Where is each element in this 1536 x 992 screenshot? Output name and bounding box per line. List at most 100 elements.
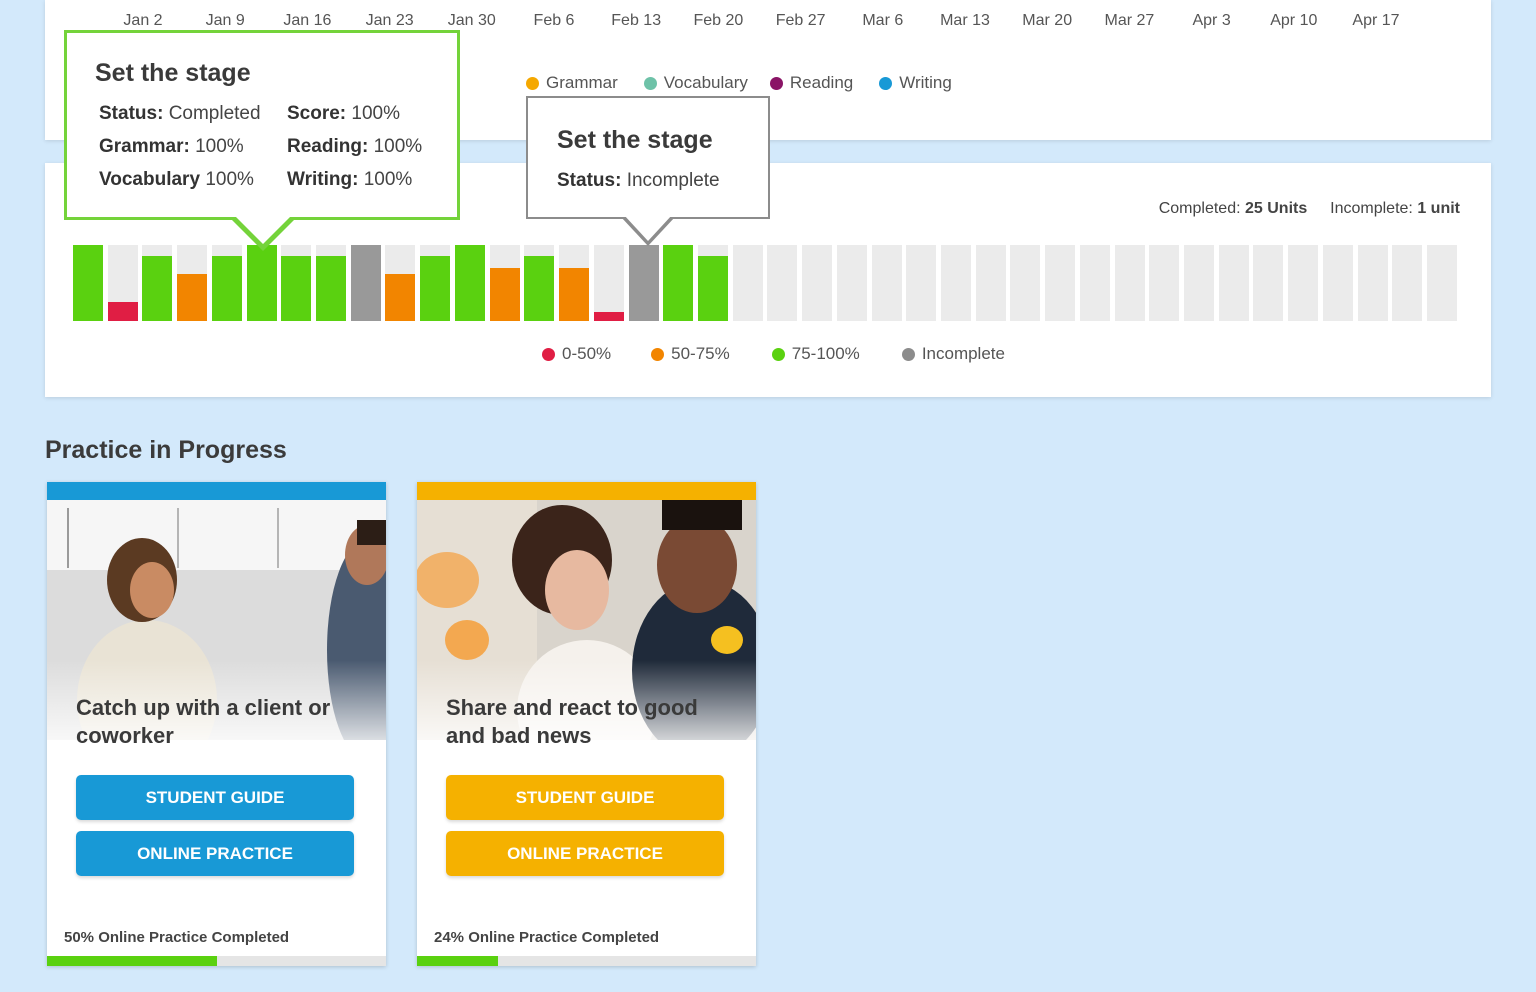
unit-bar-fill	[316, 255, 347, 321]
unit-bar-fill	[211, 255, 242, 321]
unit-bar-fill	[663, 245, 694, 321]
unit-bar[interactable]	[906, 245, 937, 321]
unit-bar[interactable]	[107, 245, 138, 321]
unit-bar[interactable]	[454, 245, 485, 321]
unit-bar[interactable]	[802, 245, 833, 321]
high-score-legend-dot	[771, 347, 785, 361]
unit-bar[interactable]	[941, 245, 971, 321]
unit-tooltip-completed: Set the stage Status: Completed Score: 1…	[64, 30, 460, 220]
unit-bar[interactable]	[628, 245, 659, 321]
unit-bar[interactable]	[1427, 245, 1458, 321]
completed-label: Completed:	[1158, 200, 1241, 217]
grammar-legend-dot	[526, 76, 539, 90]
writing-legend-label: Writing	[899, 73, 952, 92]
unit-bar[interactable]	[1184, 245, 1215, 321]
timeline-date: Jan 23	[365, 12, 414, 29]
mid-score-legend-dot	[651, 347, 665, 361]
unit-bar-fill	[628, 245, 659, 321]
unit-bar-fill	[281, 255, 312, 321]
unit-bar-fill	[350, 245, 381, 321]
progress-bar-fill	[417, 956, 499, 966]
low-score-legend-label: 0-50%	[562, 344, 612, 363]
unit-bar[interactable]	[975, 245, 1006, 321]
student-guide-button[interactable]: STUDENT GUIDE	[76, 775, 354, 820]
unit-bar[interactable]	[593, 245, 624, 321]
unit-bar[interactable]	[211, 245, 242, 321]
unit-bar[interactable]	[1045, 245, 1076, 321]
unit-bar[interactable]	[420, 245, 451, 321]
unit-bar[interactable]	[697, 245, 728, 321]
incomplete-label: Incomplete:	[1330, 200, 1413, 217]
unit-bar[interactable]	[559, 245, 590, 321]
timeline-date: Jan 16	[283, 12, 332, 29]
unit-bar[interactable]	[767, 245, 798, 321]
unit-bar[interactable]	[871, 245, 902, 321]
unit-bar-fill	[454, 245, 485, 321]
incomplete-legend-dot	[901, 347, 915, 361]
writing-legend-dot	[879, 76, 893, 90]
timeline-date: Mar 20	[1022, 12, 1073, 29]
timeline-date: Jan 30	[447, 12, 496, 29]
timeline-date: Feb 27	[775, 12, 826, 29]
tooltip-status: Status: Incomplete	[557, 170, 720, 191]
card-title: Catch up with a client or coworker	[76, 695, 331, 748]
progress-text: 50% Online Practice Completed	[64, 929, 290, 946]
unit-bar[interactable]	[1288, 245, 1319, 321]
unit-bar[interactable]	[385, 245, 416, 321]
unit-bar[interactable]	[524, 245, 555, 321]
high-score-legend-label: 75-100%	[791, 344, 860, 363]
progress-bar	[417, 956, 756, 966]
unit-bar[interactable]	[350, 245, 381, 321]
units-summary: Completed: 25 Units Incomplete: 1 unit	[1159, 200, 1460, 218]
unit-bar[interactable]	[836, 245, 867, 321]
unit-bar[interactable]	[316, 245, 347, 321]
tooltip-pointer-inner	[624, 215, 672, 241]
unit-bar[interactable]	[73, 245, 103, 321]
unit-bar[interactable]	[246, 245, 277, 321]
online-practice-button[interactable]: ONLINE PRACTICE	[446, 831, 724, 876]
unit-bar-fill	[73, 245, 103, 321]
tooltip-title: Set the stage	[557, 126, 713, 154]
unit-bar[interactable]	[281, 245, 312, 321]
unit-bar[interactable]	[732, 245, 763, 321]
timeline-date: Jan 2	[123, 12, 163, 29]
vocabulary-legend-dot	[643, 76, 657, 90]
section-title: Practice in Progress	[45, 436, 287, 464]
grammar-legend-label: Grammar	[546, 73, 618, 92]
progress-bar	[47, 956, 386, 966]
unit-bar[interactable]	[1010, 245, 1041, 321]
tooltip-score: Score: 100%	[287, 103, 401, 124]
unit-bar[interactable]	[1357, 245, 1388, 321]
unit-bar-fill	[107, 302, 138, 321]
tooltip-writing: Writing: 100%	[287, 169, 413, 190]
timeline-date: Apr 3	[1192, 12, 1231, 29]
unit-bar[interactable]	[1322, 245, 1353, 321]
practice-card: Share and react to good and bad news STU…	[417, 482, 756, 966]
timeline-date: Feb 6	[533, 12, 575, 29]
unit-bar[interactable]	[1114, 245, 1145, 321]
online-practice-button[interactable]: ONLINE PRACTICE	[76, 831, 354, 876]
unit-bar[interactable]	[1149, 245, 1180, 321]
card-accent-bar	[417, 482, 756, 500]
incomplete-count: 1 unit	[1417, 200, 1460, 217]
unit-bar[interactable]	[1392, 245, 1423, 321]
unit-bar[interactable]	[1218, 245, 1249, 321]
timeline-date: Apr 17	[1352, 12, 1400, 29]
unit-bar[interactable]	[489, 245, 520, 321]
unit-bar[interactable]	[1079, 245, 1110, 321]
low-score-legend-dot	[542, 347, 555, 361]
timeline-date: Mar 27	[1104, 12, 1155, 29]
vocabulary-legend-label: Vocabulary	[663, 73, 748, 92]
skills-legend: Grammar Vocabulary Reading Writing	[526, 73, 952, 93]
mid-score-legend-label: 50-75%	[671, 344, 730, 363]
student-guide-button[interactable]: STUDENT GUIDE	[446, 775, 724, 820]
unit-bar[interactable]	[177, 245, 208, 321]
timeline-date: Feb 20	[693, 12, 744, 29]
timeline-date: Jan 9	[205, 12, 245, 29]
incomplete-legend-label: Incomplete	[921, 344, 1005, 363]
unit-bar-fill	[524, 255, 555, 321]
unit-bar[interactable]	[1253, 245, 1284, 321]
unit-bar[interactable]	[142, 245, 173, 321]
score-legend: 0-50% 50-75% 75-100% Incomplete	[542, 344, 1005, 364]
unit-bar[interactable]	[663, 245, 694, 321]
